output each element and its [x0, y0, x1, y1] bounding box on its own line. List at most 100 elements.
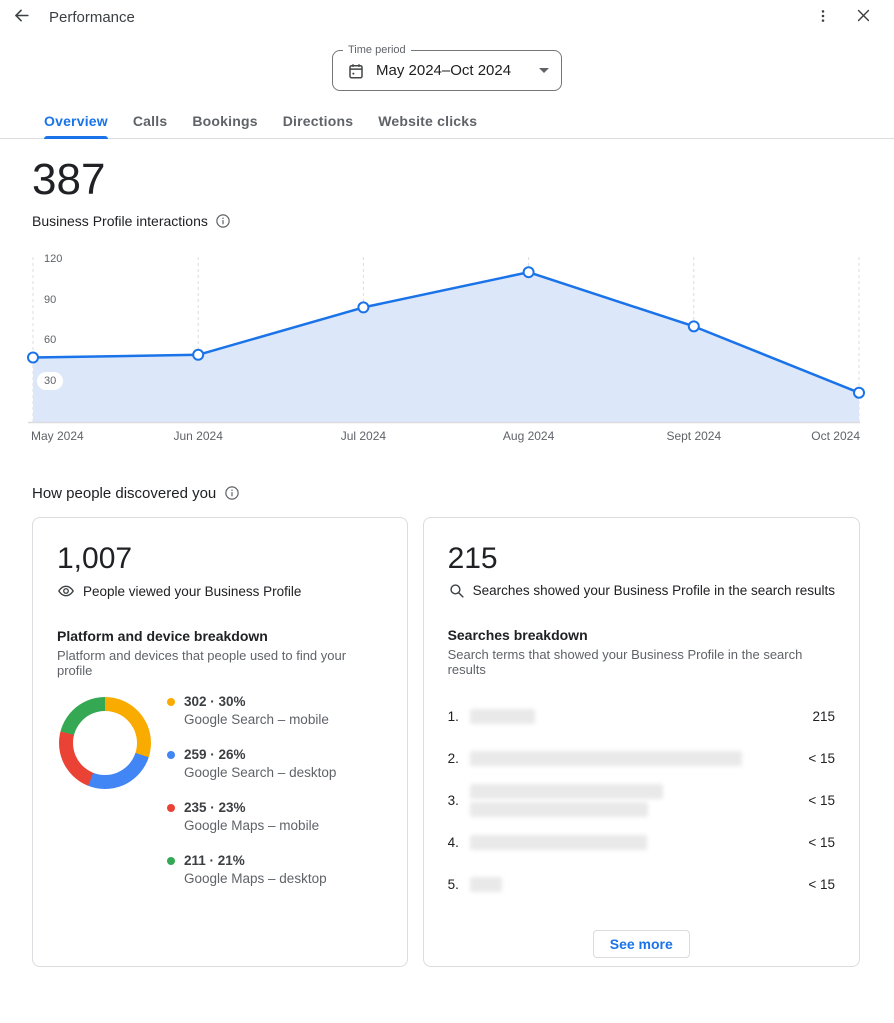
legend-dot [167, 803, 175, 812]
term-rank: 3. [447, 792, 459, 808]
info-icon[interactable] [224, 485, 240, 501]
legend-dot [167, 750, 175, 759]
searches-card: 215 Searches showed your Business Profil… [422, 517, 860, 967]
search-term-row: 2. < 15 [448, 737, 835, 779]
term-impressions: < 15 [808, 876, 835, 892]
interactions-label: Business Profile interactions [32, 213, 208, 229]
chart-point[interactable] [687, 320, 700, 333]
line-chart-canvas [27, 257, 865, 424]
legend-dot [167, 697, 175, 706]
legend-item: 302 · 30% Google Search – mobile [167, 694, 336, 727]
x-tick-label: Jun 2024 [173, 429, 223, 443]
term-impressions: < 15 [808, 792, 835, 808]
legend-value: 211 · 21% [184, 853, 245, 868]
chart-point[interactable] [192, 348, 205, 361]
close-button[interactable] [850, 4, 876, 30]
x-tick-label: May 2024 [31, 429, 84, 443]
donut-hole [73, 711, 137, 775]
more-options-button[interactable] [810, 4, 836, 30]
term-rank: 2. [447, 750, 459, 766]
redacted-search-term [469, 783, 797, 817]
chart-point[interactable] [27, 351, 39, 364]
time-period-value: May 2024–Oct 2024 [376, 62, 512, 79]
discovery-heading: How people discovered you [32, 484, 217, 502]
x-tick-label: Aug 2024 [502, 429, 555, 443]
redacted-search-term [469, 750, 797, 766]
interactions-total: 387 [32, 155, 106, 204]
tab-bar: Overview Calls Bookings Directions Websi… [0, 107, 894, 139]
x-tick-label: Oct 2024 [811, 429, 860, 443]
legend-label: Google Search – mobile [184, 712, 329, 727]
legend-dot [167, 856, 175, 865]
redacted-search-term [469, 834, 797, 850]
searches-breakdown-subtitle: Search terms that showed your Business P… [447, 647, 803, 677]
calendar-icon [347, 62, 365, 80]
time-period-select[interactable]: Time period May 2024–Oct 2024 [332, 44, 562, 91]
back-button[interactable] [8, 4, 34, 30]
y-tick-label: 30 [37, 371, 64, 390]
kebab-menu-icon [815, 8, 831, 27]
see-more-button[interactable]: See more [592, 930, 690, 958]
legend-value: 235 · 23% [184, 800, 246, 815]
search-icon [448, 582, 465, 599]
time-period-field-label: Time period [343, 44, 411, 56]
info-icon[interactable] [215, 213, 231, 229]
dropdown-caret-icon [539, 68, 549, 73]
legend-label: Google Maps – mobile [184, 818, 320, 833]
chart-point[interactable] [853, 386, 865, 399]
chart-point[interactable] [357, 301, 370, 314]
redacted-search-term [469, 876, 797, 892]
platform-breakdown-title: Platform and device breakdown [57, 628, 268, 644]
term-impressions: < 15 [808, 750, 835, 766]
blurred-text-bar [469, 708, 535, 724]
y-tick-label: 60 [44, 334, 57, 347]
blurred-text-bar [469, 801, 648, 817]
x-tick-label: Sept 2024 [666, 429, 722, 443]
tab-directions[interactable]: Directions [282, 113, 354, 129]
blurred-text-bar [469, 834, 647, 850]
search-term-row: 4. < 15 [448, 821, 835, 863]
term-rank: 1. [447, 708, 459, 724]
close-icon [855, 7, 872, 27]
profile-views-card: 1,007 People viewed your Business Profil… [32, 517, 408, 967]
legend-item: 235 · 23% Google Maps – mobile [167, 800, 336, 833]
tab-calls[interactable]: Calls [132, 113, 168, 129]
back-arrow-icon [12, 6, 31, 28]
tab-website-clicks[interactable]: Website clicks [378, 113, 478, 129]
page-title: Performance [49, 8, 135, 26]
searches-breakdown-title: Searches breakdown [447, 627, 588, 643]
searches-total: 215 [447, 542, 498, 575]
legend-item: 259 · 26% Google Search – desktop [167, 747, 336, 780]
x-tick-label: Jul 2024 [340, 429, 387, 443]
profile-views-total: 1,007 [57, 542, 133, 575]
eye-icon [57, 582, 75, 600]
term-impressions: < 15 [808, 834, 835, 850]
term-rank: 4. [447, 834, 459, 850]
tab-overview[interactable]: Overview [44, 107, 108, 139]
blurred-text-bar [469, 750, 742, 766]
searches-caption: Searches showed your Business Profile in… [472, 583, 835, 598]
legend-value: 302 · 30% [184, 694, 246, 709]
redacted-search-term [469, 708, 801, 724]
platform-legend: 302 · 30% Google Search – mobile 259 · 2… [167, 694, 336, 886]
legend-value: 259 · 26% [184, 747, 246, 762]
app-header: Performance [0, 0, 894, 34]
profile-views-caption: People viewed your Business Profile [83, 583, 302, 599]
search-term-row: 1. 215 [448, 695, 835, 737]
tab-bookings[interactable]: Bookings [192, 113, 258, 129]
search-terms-list: 1. 215 2. < 15 3. < 15 4. < 15 5. [448, 695, 835, 905]
term-impressions: 215 [812, 708, 835, 724]
legend-item: 211 · 21% Google Maps – desktop [167, 853, 336, 886]
legend-label: Google Maps – desktop [184, 871, 327, 886]
blurred-text-bar [469, 876, 502, 892]
chart-point[interactable] [522, 266, 535, 279]
interactions-line-chart: 30 60 90 120 May 2024 Jun 2024 Jul 2024 Aug 20… [0, 247, 894, 443]
blurred-text-bar [469, 783, 663, 799]
platform-breakdown-subtitle: Platform and devices that people used to… [57, 648, 347, 678]
platform-donut-chart [59, 697, 151, 789]
search-term-row: 5. < 15 [448, 863, 835, 905]
y-tick-label: 120 [44, 253, 63, 265]
search-term-row: 3. < 15 [448, 779, 835, 821]
y-tick-label: 90 [44, 293, 57, 306]
term-rank: 5. [447, 876, 459, 892]
